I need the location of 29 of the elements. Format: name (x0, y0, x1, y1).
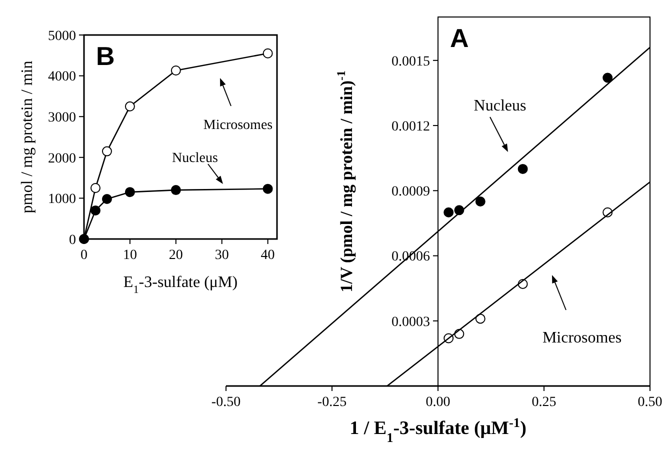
x-tick-label: 10 (122, 248, 137, 263)
annotation: Microsomes (542, 330, 622, 347)
x-tick-label: 20 (168, 248, 183, 263)
annotation: Microsomes (203, 118, 273, 133)
x-tick-label: -0.25 (317, 395, 347, 410)
y-tick-label: 0.0009 (392, 184, 430, 200)
annotation: Nucleus (172, 150, 218, 166)
y-tick-label: 4000 (48, 70, 76, 85)
annotation: Nucleus (474, 98, 526, 115)
y-tick-label: 5000 (48, 28, 76, 44)
chart-title: B (96, 41, 115, 71)
y-tick-label: 1000 (48, 192, 76, 208)
x-tick-label: -0.50 (211, 395, 241, 410)
y-tick-label: 3000 (48, 110, 76, 126)
y-tick-label: 0.0003 (392, 314, 430, 330)
x-tick-label: 0.50 (638, 395, 662, 410)
x-tick-label: 0 (80, 248, 88, 263)
x-axis-title: 1 / E$_{1}$-3-sulfate (μM$^{-1}$) (350, 414, 526, 444)
y-tick-label: 0 (69, 232, 76, 248)
x-tick-label: 40 (260, 248, 275, 263)
y-axis-title: pmol / mg protein / min (19, 60, 36, 214)
y-tick-label: 0.0015 (392, 54, 430, 70)
chart-title: A (450, 23, 469, 53)
x-tick-label: 0.25 (532, 395, 556, 410)
x-axis-title: E$_{1}$-3-sulfate (μM) (123, 274, 238, 296)
y-tick-label: 2000 (48, 151, 76, 166)
x-tick-label: 0.00 (426, 395, 450, 410)
x-tick-label: 30 (214, 248, 229, 263)
y-tick-label: 0.0012 (392, 119, 430, 134)
